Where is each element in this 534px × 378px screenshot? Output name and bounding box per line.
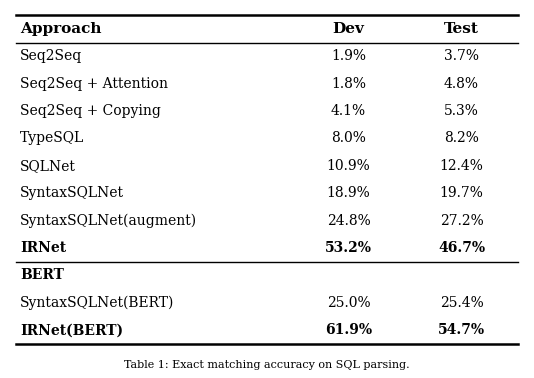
Text: 53.2%: 53.2% <box>325 241 372 255</box>
Text: 1.9%: 1.9% <box>331 49 366 63</box>
Text: 10.9%: 10.9% <box>327 159 371 173</box>
Text: Approach: Approach <box>20 22 101 36</box>
Text: 54.7%: 54.7% <box>438 323 485 337</box>
Text: 25.4%: 25.4% <box>439 296 483 310</box>
Text: IRNet: IRNet <box>20 241 66 255</box>
Text: Seq2Seq: Seq2Seq <box>20 49 82 63</box>
Text: Test: Test <box>444 22 479 36</box>
Text: Seq2Seq + Attention: Seq2Seq + Attention <box>20 77 168 91</box>
Text: SyntaxSQLNet: SyntaxSQLNet <box>20 186 124 200</box>
Text: Dev: Dev <box>333 22 365 36</box>
Text: 12.4%: 12.4% <box>439 159 483 173</box>
Text: 25.0%: 25.0% <box>327 296 371 310</box>
Text: 3.7%: 3.7% <box>444 49 479 63</box>
Text: 8.2%: 8.2% <box>444 132 479 146</box>
Text: SQLNet: SQLNet <box>20 159 76 173</box>
Text: 19.7%: 19.7% <box>439 186 483 200</box>
Text: Table 1: Exact matching accuracy on SQL parsing.: Table 1: Exact matching accuracy on SQL … <box>124 360 410 370</box>
Text: 4.8%: 4.8% <box>444 77 479 91</box>
Text: IRNet(BERT): IRNet(BERT) <box>20 323 123 337</box>
Text: Seq2Seq + Copying: Seq2Seq + Copying <box>20 104 161 118</box>
Text: 61.9%: 61.9% <box>325 323 372 337</box>
Text: 8.0%: 8.0% <box>331 132 366 146</box>
Text: 4.1%: 4.1% <box>331 104 366 118</box>
Text: 1.8%: 1.8% <box>331 77 366 91</box>
Text: 24.8%: 24.8% <box>327 214 371 228</box>
Text: TypeSQL: TypeSQL <box>20 132 84 146</box>
Text: 5.3%: 5.3% <box>444 104 479 118</box>
Text: 27.2%: 27.2% <box>439 214 483 228</box>
Text: 46.7%: 46.7% <box>438 241 485 255</box>
Text: 18.9%: 18.9% <box>327 186 371 200</box>
Text: BERT: BERT <box>20 268 64 282</box>
Text: SyntaxSQLNet(augment): SyntaxSQLNet(augment) <box>20 214 197 228</box>
Text: SyntaxSQLNet(BERT): SyntaxSQLNet(BERT) <box>20 296 175 310</box>
